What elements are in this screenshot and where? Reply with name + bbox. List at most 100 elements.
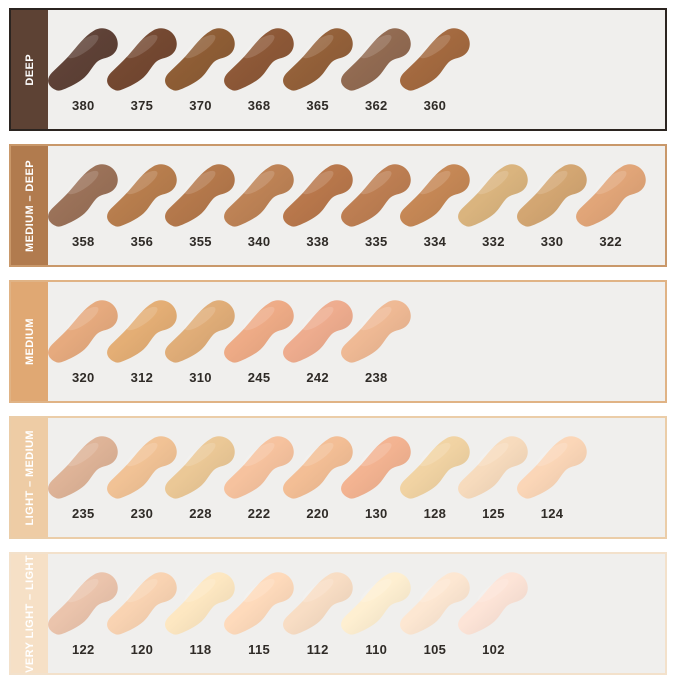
shade-number: 115 [248, 642, 271, 657]
shade-number: 230 [130, 506, 154, 521]
shade-number: 242 [306, 370, 329, 385]
shade-number: 310 [189, 370, 212, 385]
foundation-smear-icon [48, 300, 119, 363]
shade-swatch-340: 340 [224, 146, 294, 265]
smear-highlight [419, 170, 451, 195]
smear-highlight [126, 578, 158, 603]
shade-number: 338 [306, 234, 329, 249]
foundation-smear-icon [399, 164, 470, 227]
smear-highlight [126, 442, 158, 467]
shade-rows-container: DEEP 380 375 370 368 365 362 360 MEDIUM – DEEP 35… [9, 8, 667, 675]
shade-swatch-322: 322 [575, 146, 646, 265]
shade-number: 125 [482, 506, 505, 521]
shade-swatch-310: 310 [165, 282, 236, 401]
shade-swatch-355: 355 [165, 146, 236, 265]
smear-highlight [126, 306, 158, 331]
shade-swatch-230: 230 [106, 418, 177, 537]
shade-swatch-222: 222 [224, 418, 294, 537]
smear-highlight [243, 578, 275, 603]
category-label-bar: VERY LIGHT – LIGHT [11, 554, 48, 673]
shade-swatch-242: 242 [282, 282, 353, 401]
swatch-strip: 235 230 228 222 220 130 128 125 124 [48, 418, 665, 537]
shade-number: 122 [72, 642, 95, 657]
shade-number: 340 [247, 234, 271, 249]
shade-swatch-102: 102 [458, 554, 529, 673]
shade-swatch-122: 122 [48, 554, 119, 673]
category-label: VERY LIGHT – LIGHT [23, 554, 36, 673]
smear-highlight [126, 34, 158, 59]
smear-highlight [302, 34, 334, 59]
shade-swatch-228: 228 [165, 418, 236, 537]
shade-number: 245 [247, 370, 271, 385]
smear-highlight [184, 306, 216, 331]
shade-swatch-380: 380 [48, 10, 119, 129]
foundation-smear-icon [575, 164, 646, 227]
shade-number: 118 [189, 642, 212, 657]
foundation-smear-icon [282, 436, 353, 499]
shade-row-very-light-light: VERY LIGHT – LIGHT 122 120 118 115 112 110 105 1… [9, 552, 667, 675]
shade-swatch-220: 220 [282, 418, 353, 537]
shade-swatch-330: 330 [517, 146, 587, 265]
category-label: MEDIUM [23, 317, 36, 365]
foundation-smear-icon [341, 436, 412, 499]
shade-number: 228 [189, 506, 212, 521]
smear-highlight [477, 170, 509, 195]
shade-swatch-370: 370 [165, 10, 236, 129]
foundation-smear-icon [341, 28, 412, 91]
foundation-smear-icon [224, 164, 294, 227]
shade-swatch-238: 238 [341, 282, 412, 401]
smear-highlight [419, 34, 451, 59]
smear-highlight [360, 34, 392, 59]
shade-number: 355 [189, 234, 212, 249]
shade-number: 330 [540, 234, 564, 249]
foundation-smear-icon [224, 436, 294, 499]
foundation-smear-icon [341, 164, 412, 227]
category-label-bar: MEDIUM – DEEP [11, 146, 48, 265]
shade-number: 222 [247, 506, 271, 521]
shade-number: 130 [364, 506, 388, 521]
foundation-smear-icon [165, 164, 236, 227]
foundation-smear-icon [458, 164, 529, 227]
shade-swatch-128: 128 [399, 418, 470, 537]
smear-highlight [536, 170, 568, 195]
shade-number: 335 [364, 234, 388, 249]
smear-highlight [536, 442, 568, 467]
shade-swatch-235: 235 [48, 418, 119, 537]
shade-number: 332 [482, 234, 505, 249]
shade-swatch-338: 338 [282, 146, 353, 265]
shade-swatch-320: 320 [48, 282, 119, 401]
smear-highlight [360, 578, 392, 603]
shade-number: 124 [540, 506, 564, 521]
foundation-smear-icon [282, 300, 353, 363]
shade-number: 102 [482, 642, 505, 657]
shade-swatch-130: 130 [341, 418, 412, 537]
foundation-smear-icon [106, 164, 177, 227]
shade-swatch-375: 375 [106, 10, 177, 129]
foundation-smear-icon [341, 300, 412, 363]
smear-highlight [595, 170, 627, 195]
shade-number: 375 [130, 98, 154, 113]
shade-swatch-358: 358 [48, 146, 119, 265]
shade-number: 128 [423, 506, 447, 521]
shade-number: 238 [364, 370, 388, 385]
foundation-smear-icon [282, 572, 353, 635]
category-label-bar: LIGHT – MEDIUM [11, 418, 48, 537]
foundation-smear-icon [106, 28, 177, 91]
smear-highlight [67, 306, 99, 331]
smear-highlight [184, 170, 216, 195]
shade-swatch-356: 356 [106, 146, 177, 265]
smear-highlight [302, 442, 334, 467]
foundation-smear-icon [517, 164, 587, 227]
shade-swatch-118: 118 [165, 554, 236, 673]
shade-number: 358 [72, 234, 95, 249]
shade-number: 105 [423, 642, 447, 657]
shade-number: 322 [599, 234, 622, 249]
smear-highlight [360, 442, 392, 467]
shade-swatch-110: 110 [341, 554, 412, 673]
shade-number: 112 [306, 642, 329, 657]
foundation-smear-icon [341, 572, 412, 635]
foundation-smear-icon [165, 572, 236, 635]
foundation-smear-icon [224, 300, 294, 363]
shade-swatch-332: 332 [458, 146, 529, 265]
foundation-smear-icon [224, 28, 294, 91]
